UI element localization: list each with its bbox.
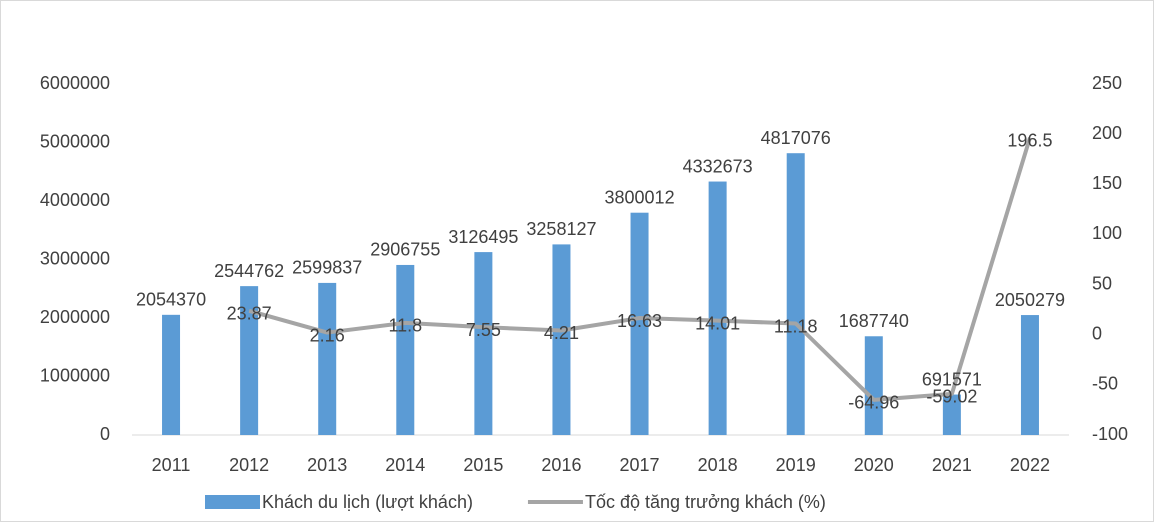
x-tick-label: 2016 [541, 455, 581, 475]
x-tick-label: 2021 [932, 455, 972, 475]
bar [474, 252, 493, 435]
legend-label: Khách du lịch (lượt khách) [262, 492, 473, 512]
data-label: 14.01 [695, 313, 740, 333]
data-label: 3258127 [526, 219, 596, 239]
y-tick-label: 2000000 [40, 307, 110, 327]
y-tick-label: 0 [100, 424, 110, 444]
y2-tick-label: 100 [1092, 223, 1122, 243]
x-tick-label: 2017 [620, 455, 660, 475]
bar [708, 181, 727, 435]
y-tick-label: 1000000 [40, 365, 110, 385]
data-label: 11.18 [774, 316, 818, 336]
y-tick-label: 4000000 [40, 190, 110, 210]
bar [786, 153, 805, 435]
data-label: 691571 [922, 369, 982, 389]
data-label: 2050279 [995, 290, 1065, 310]
data-label: 4332673 [683, 156, 753, 176]
y2-tick-label: 150 [1092, 173, 1122, 193]
x-tick-label: 2022 [1010, 455, 1050, 475]
bar [318, 282, 337, 435]
data-label: 4.21 [544, 323, 579, 343]
y2-tick-label: 200 [1092, 123, 1122, 143]
y-tick-label: 3000000 [40, 248, 110, 268]
x-tick-label: 2013 [307, 455, 347, 475]
data-label: 2906755 [370, 240, 440, 260]
x-tick-label: 2011 [152, 455, 191, 475]
x-tick-label: 2020 [854, 455, 894, 475]
y2-tick-label: 0 [1092, 323, 1102, 343]
legend-label: Tốc độ tăng trưởng khách (%) [585, 492, 826, 512]
bar [630, 212, 649, 435]
data-label: 4817076 [761, 128, 831, 148]
data-label: 23.87 [227, 304, 272, 324]
data-label: 3126495 [448, 227, 518, 247]
data-label: -64.96 [848, 393, 899, 413]
data-label: 196.5 [1007, 130, 1052, 150]
bar [1020, 315, 1039, 435]
y2-tick-label: -50 [1092, 374, 1118, 394]
bar [864, 336, 883, 435]
bar [162, 314, 181, 435]
x-tick-label: 2018 [698, 455, 738, 475]
y2-tick-label: 250 [1092, 73, 1122, 93]
bar [396, 264, 415, 435]
data-label: 1687740 [839, 311, 909, 331]
y-tick-label: 5000000 [40, 131, 110, 151]
data-label: 7.55 [466, 320, 501, 340]
bar [552, 244, 571, 435]
bar [942, 394, 961, 435]
line [248, 137, 1032, 402]
y2-tick-label: 50 [1092, 273, 1112, 293]
data-label: -59.02 [926, 387, 977, 407]
data-label: 2054370 [136, 290, 206, 310]
data-label: 2599837 [292, 258, 362, 278]
x-tick-label: 2014 [385, 455, 425, 475]
x-tick-label: 2012 [229, 455, 269, 475]
data-label: 2.16 [310, 325, 345, 345]
data-label: 3800012 [605, 187, 675, 207]
y-tick-label: 6000000 [40, 73, 110, 93]
x-tick-label: 2019 [776, 455, 816, 475]
x-tick-label: 2015 [463, 455, 503, 475]
bar [240, 286, 259, 435]
data-label: 2544762 [214, 261, 284, 281]
data-label: 16.63 [617, 311, 662, 331]
data-label: 11.8 [388, 316, 422, 336]
legend-swatch [205, 495, 260, 509]
y2-tick-label: -100 [1092, 424, 1128, 444]
